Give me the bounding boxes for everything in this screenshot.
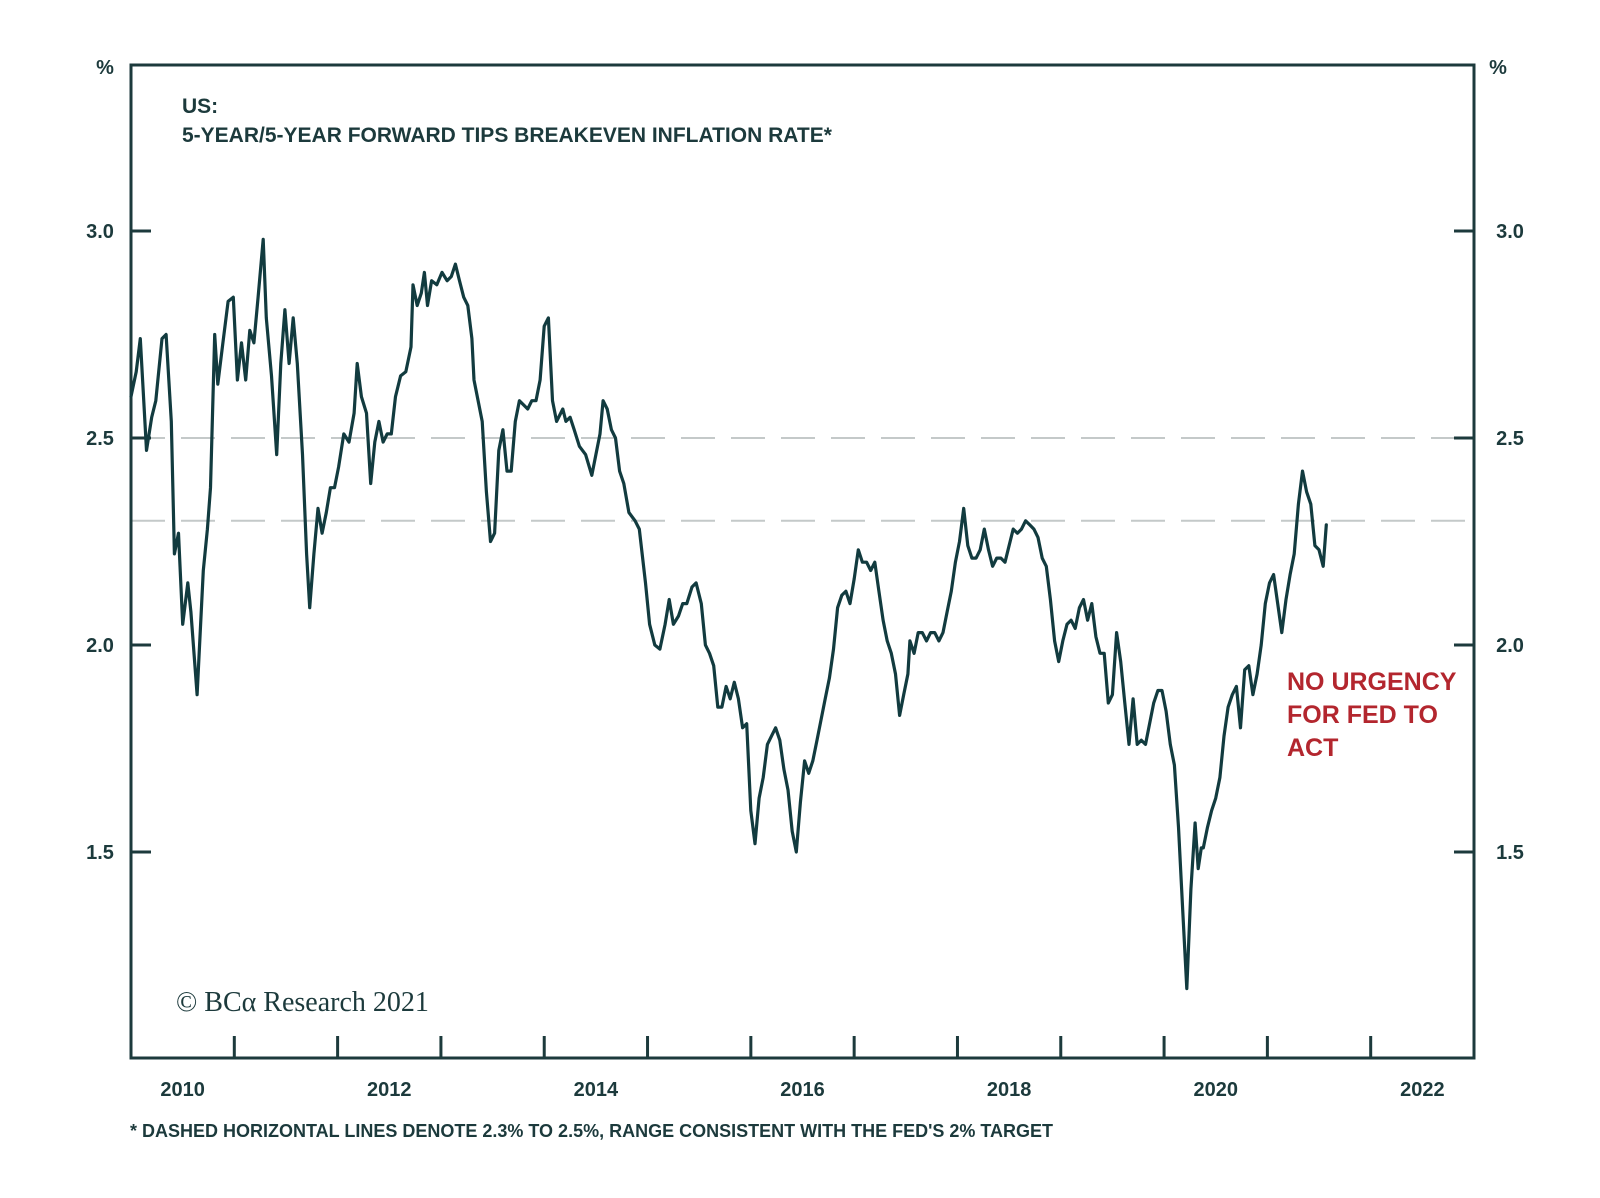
y-tick-label-right: 2.5 [1496,428,1524,450]
plot-frame [129,63,1476,1060]
y-tick-label-left: 3.0 [86,221,114,243]
x-tick-label: 2014 [574,1079,619,1101]
y-tick-label-right: 2.0 [1496,635,1524,657]
y-axis: 1.5 1.5 2.0 2.0 2.5 2.5 3.0 3.0 [86,221,1524,864]
y-tick-label-left: 2.0 [86,635,114,657]
x-tick-label: 2018 [987,1079,1032,1101]
chart-subtitle: 5-YEAR/5-YEAR FORWARD TIPS BREAKEVEN INF… [182,124,833,147]
y-tick-label-left: 1.5 [86,842,114,864]
y-axis-unit-right: % [1489,57,1507,79]
footnote: * DASHED HORIZONTAL LINES DENOTE 2.3% TO… [130,1121,1053,1141]
y-tick-label-right: 1.5 [1496,842,1524,864]
x-tick-label: 2016 [780,1079,825,1101]
annotation-line: NO URGENCY [1287,668,1457,696]
y-axis-unit-left: % [96,57,114,79]
series-line-breakeven [129,237,1328,991]
x-tick-label: 2012 [367,1079,412,1101]
annotation-no-urgency: NO URGENCY FOR FED TO ACT [1287,668,1457,762]
copyright-credit: © BCα Research 2021 [176,987,429,1018]
y-tick-label-right: 3.0 [1496,221,1524,243]
y-tick-label-left: 2.5 [86,428,114,450]
x-tick-label: 2022 [1400,1079,1445,1101]
x-tick-label: 2020 [1193,1079,1238,1101]
annotation-line: ACT [1287,734,1338,762]
chart-title: US: [182,95,218,118]
reference-lines [131,437,1474,522]
x-axis: 2010 2012 2014 2016 2018 2020 2022 [160,1036,1445,1101]
annotation-line: FOR FED TO [1287,701,1438,729]
x-tick-label: 2010 [160,1079,205,1101]
